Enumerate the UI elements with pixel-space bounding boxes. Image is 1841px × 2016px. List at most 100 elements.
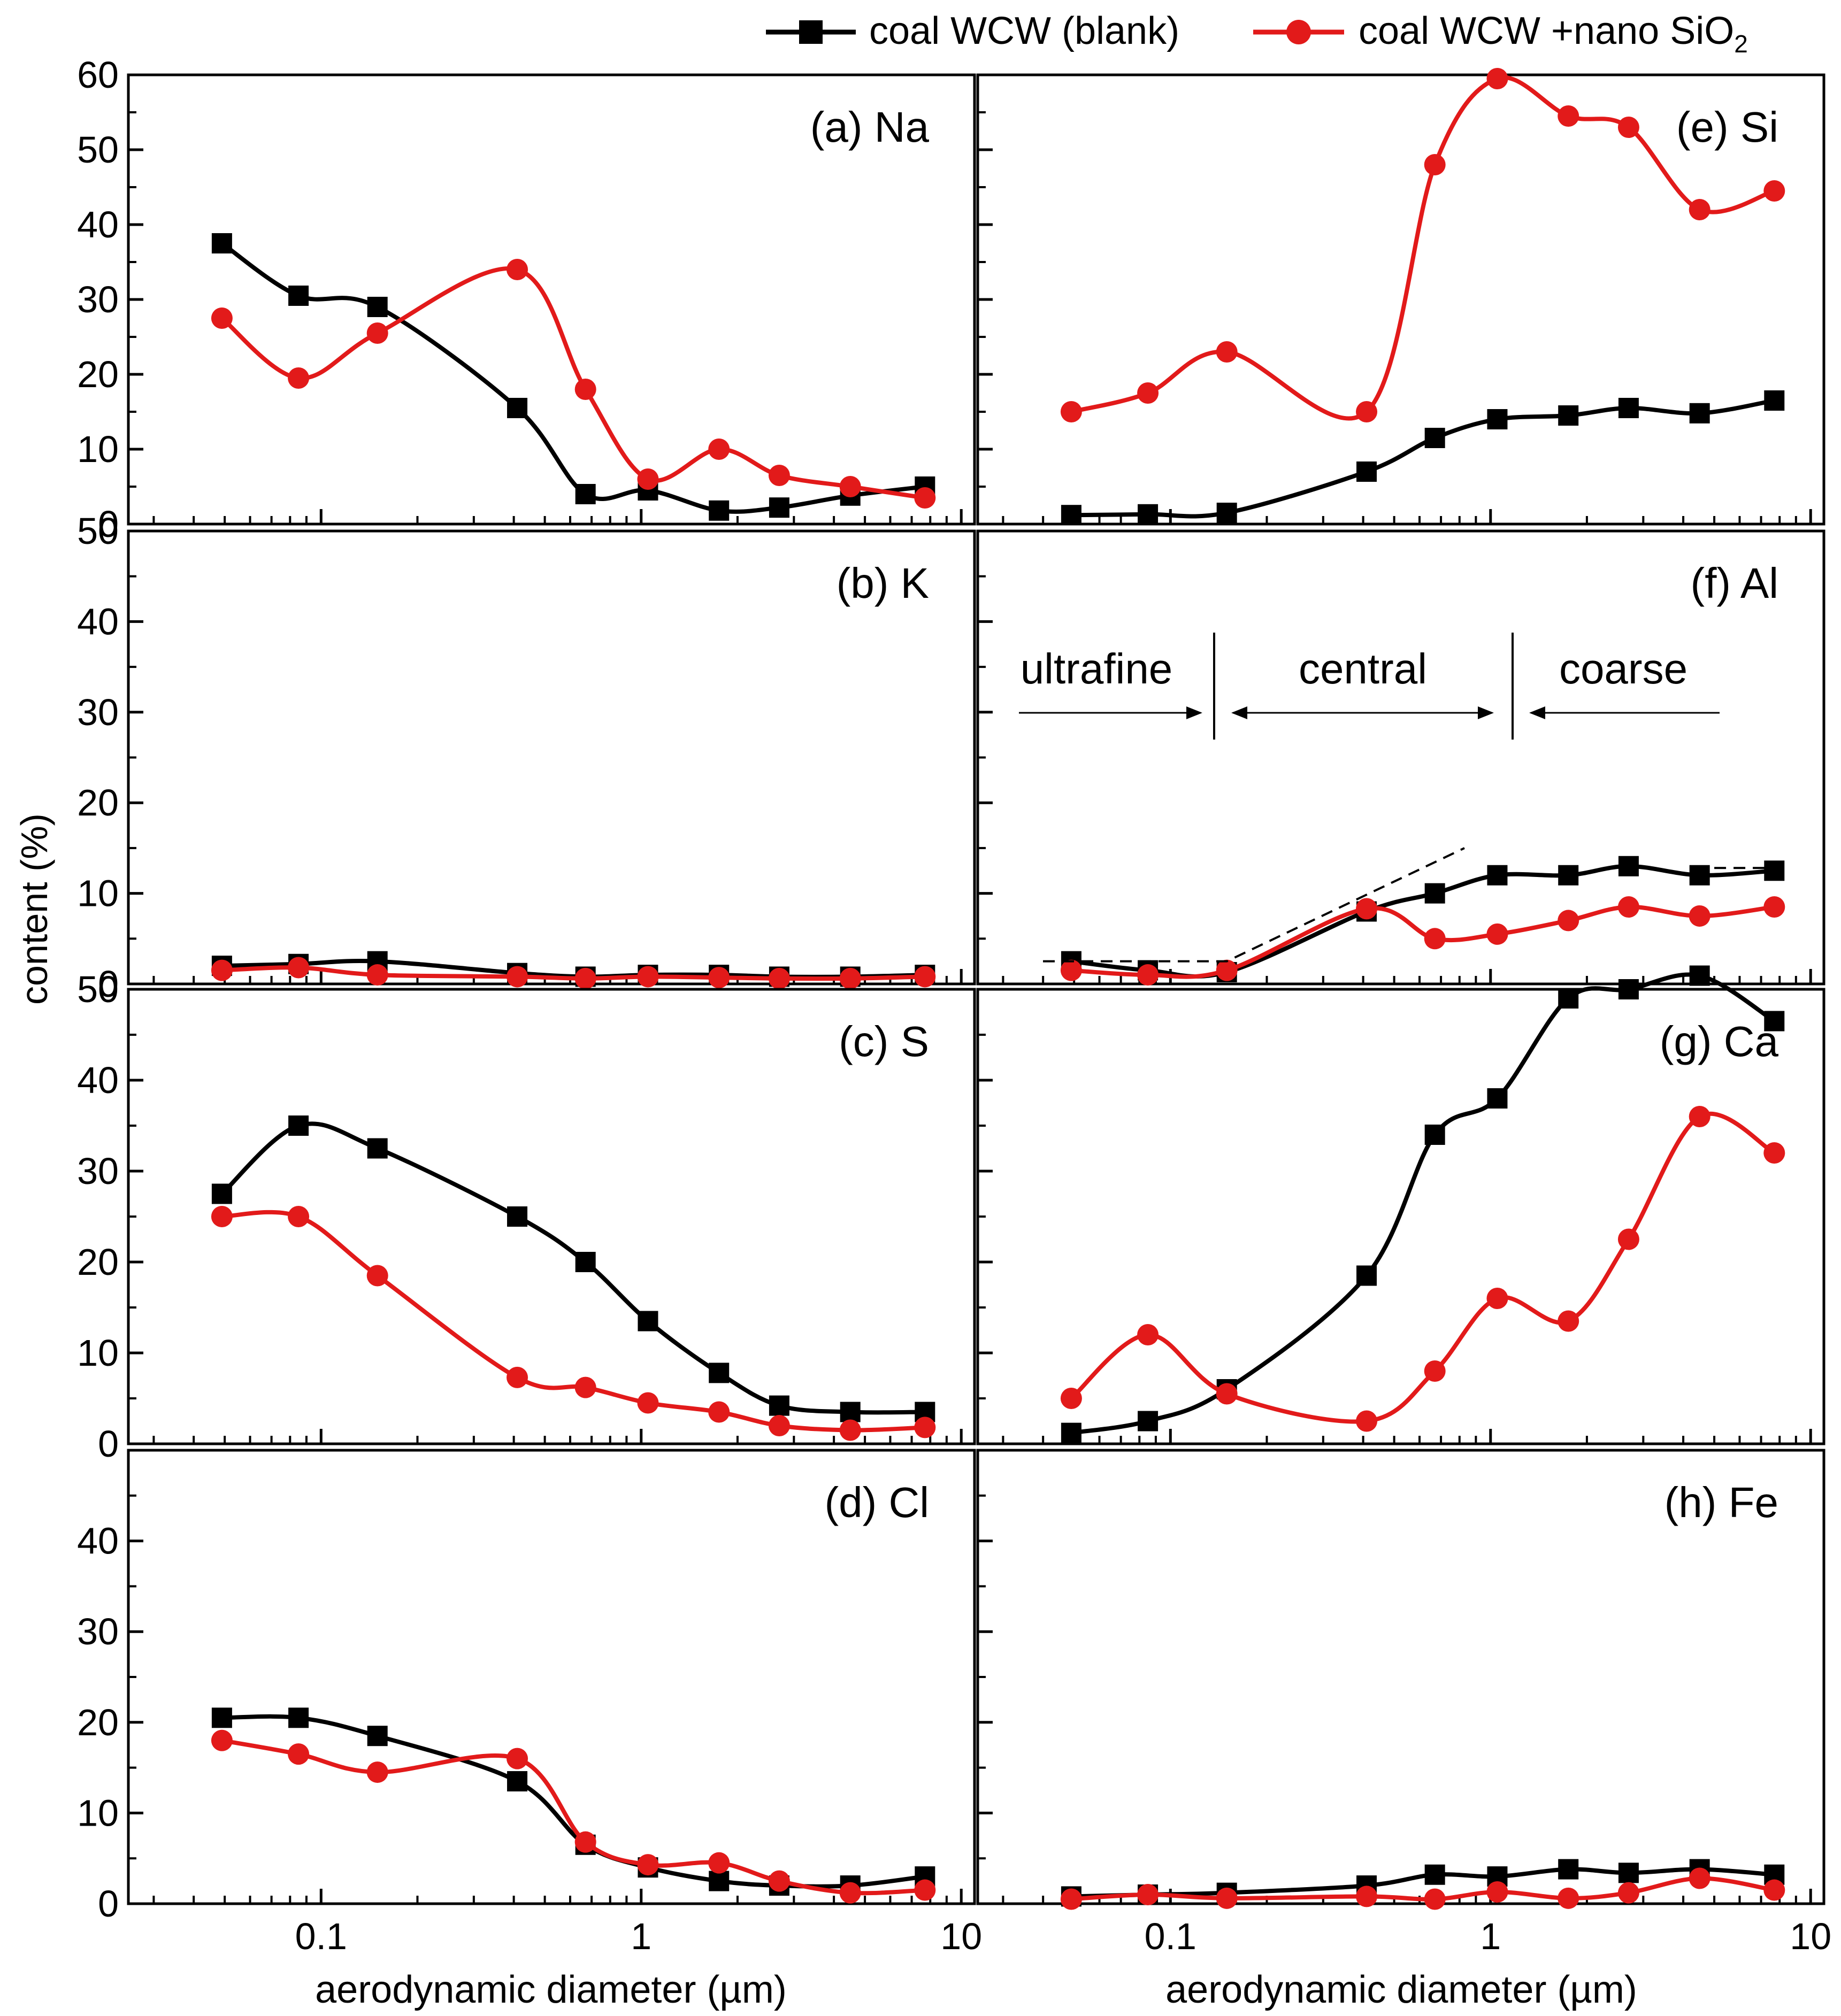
y-tick-label: 10: [77, 1332, 119, 1374]
x-tick-label: 10: [1790, 1915, 1831, 1957]
data-point-circle: [288, 1743, 310, 1765]
data-point-square: [211, 1707, 232, 1728]
data-point-circle: [211, 1729, 233, 1751]
data-point-circle: [1689, 1106, 1710, 1127]
panel-d: 0 10 20 30 40 0.1 1 10 (d) Cl: [77, 1449, 982, 1957]
arrow-head: [1231, 706, 1247, 719]
x-axis-label-right: aerodynamic diameter (µm): [1165, 1968, 1637, 2011]
data-point-square: [1558, 1859, 1579, 1880]
data-point-circle: [211, 307, 233, 329]
data-point-square: [1138, 504, 1159, 525]
y-tick-label: 20: [77, 1241, 119, 1283]
data-point-circle: [914, 966, 936, 988]
mode-label-coarse: coarse: [1559, 645, 1687, 692]
data-point-square: [1356, 461, 1377, 482]
size-mode-annotation: ultrafine central coarse: [1019, 633, 1792, 963]
y-tick-label: 40: [77, 1059, 119, 1101]
data-point-square: [1487, 1088, 1508, 1109]
data-point-square: [507, 1771, 528, 1792]
panel-title: (a) Na: [810, 103, 930, 151]
data-point-square: [211, 233, 232, 253]
data-point-square: [367, 1138, 388, 1159]
data-point-square: [1618, 398, 1639, 418]
series-nano-sio2: [1060, 896, 1785, 986]
panel-title: (c) S: [839, 1018, 929, 1065]
y-tick-label: 10: [77, 873, 119, 914]
data-point-circle: [768, 967, 790, 989]
data-point-square: [840, 1402, 861, 1422]
y-tick-label: 0: [98, 503, 119, 545]
y-tick-label: 0: [98, 1883, 119, 1925]
x-tick-label: 1: [631, 1915, 651, 1957]
y-tick-label: 40: [77, 204, 119, 245]
data-point-square: [1618, 856, 1639, 876]
series-line: [1070, 1111, 1776, 1424]
y-tick-label: 0: [98, 1423, 119, 1465]
x-tick-label: 1: [1480, 1915, 1501, 1957]
data-point-square: [1487, 409, 1508, 429]
data-point-circle: [839, 1882, 861, 1904]
panel-b: 0 10 20 30 40 50 (b) K: [77, 510, 976, 1005]
data-point-circle: [366, 1761, 388, 1783]
data-point-circle: [1689, 905, 1710, 927]
data-point-circle: [1216, 341, 1238, 363]
data-point-circle: [366, 964, 388, 986]
data-point-square: [1689, 865, 1710, 886]
data-point-square: [709, 500, 730, 521]
legend-item-nano: coal WCW +nano SiO2: [1253, 10, 1748, 58]
data-point-circle: [1424, 1360, 1446, 1382]
data-point-square: [1618, 979, 1639, 999]
data-point-circle: [574, 1376, 596, 1398]
series-line: [1071, 1867, 1775, 1899]
data-point-circle: [1137, 964, 1159, 986]
data-point-square: [1558, 405, 1579, 426]
data-point-circle: [637, 966, 659, 988]
y-tick-label: 10: [77, 1792, 119, 1834]
y-tick-label: 60: [77, 54, 119, 96]
series-nano-sio2: [211, 957, 936, 989]
data-point-circle: [839, 476, 861, 497]
data-point-circle: [1558, 1310, 1579, 1332]
arrow-head: [1529, 706, 1545, 719]
data-point-circle: [574, 1831, 596, 1853]
series-blank: [1061, 390, 1785, 526]
data-point-circle: [1137, 1324, 1159, 1345]
data-point-square: [1424, 428, 1445, 448]
data-point-circle: [211, 959, 233, 981]
data-point-square: [1424, 883, 1445, 904]
data-point-square: [769, 1395, 789, 1416]
panel-e: (e) Si: [976, 68, 1825, 526]
data-point-square: [1764, 1011, 1785, 1032]
data-point-square: [575, 484, 596, 504]
y-tick-label: 50: [77, 129, 119, 171]
y-tick-label: 50: [77, 968, 119, 1010]
data-point-circle: [768, 465, 790, 486]
panel-title: (f) Al: [1691, 559, 1778, 607]
data-point-square: [1487, 865, 1508, 886]
x-tick-label: 0.1: [1145, 1915, 1196, 1957]
data-point-circle: [1060, 1888, 1082, 1910]
panel-title: (e) Si: [1676, 103, 1778, 151]
data-point-circle: [574, 379, 596, 400]
data-point-square: [1689, 403, 1710, 424]
trend-guide-dashed: [1043, 847, 1465, 963]
data-point-circle: [914, 487, 936, 509]
data-point-circle: [768, 1870, 790, 1892]
mode-label-central: central: [1299, 645, 1427, 692]
annotation-overlay: ultrafine central coarse: [1019, 633, 1792, 963]
data-point-circle: [288, 957, 310, 979]
series-nano-sio2: [211, 1729, 936, 1904]
data-point-circle: [708, 438, 730, 460]
data-point-circle: [1689, 1867, 1710, 1889]
data-point-circle: [1689, 199, 1710, 220]
series-nano-sio2: [211, 259, 936, 509]
data-point-circle: [1617, 117, 1639, 138]
data-point-circle: [708, 1852, 730, 1874]
data-point-square: [211, 1183, 232, 1204]
data-point-square: [1558, 988, 1579, 1009]
y-axis-label: content (%): [13, 813, 55, 1005]
mode-label-ultrafine: ultrafine: [1021, 645, 1173, 692]
data-point-circle: [507, 259, 528, 280]
